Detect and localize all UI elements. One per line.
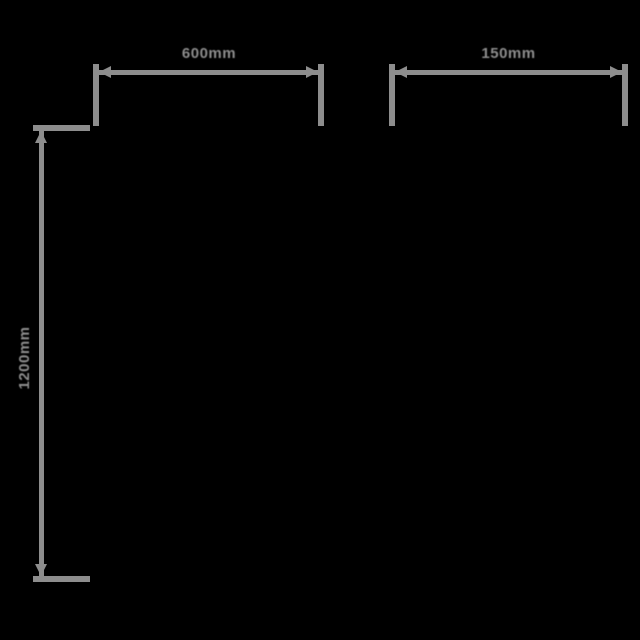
front-height-top-arrowhead-icon (35, 131, 47, 143)
front-width-dimension-line (95, 70, 323, 75)
front-width-right-witness-tick (318, 64, 324, 126)
front-height-dimension-line (39, 127, 44, 580)
front-height-top-witness-tick (33, 125, 90, 131)
side-depth-label: 150mm (481, 45, 536, 62)
front-height-bottom-arrowhead-icon (35, 564, 47, 576)
side-depth-right-witness-tick (622, 64, 628, 126)
front-width-left-arrowhead-icon (99, 66, 111, 78)
side-depth-left-arrowhead-icon (395, 66, 407, 78)
front-width-label: 600mm (181, 45, 237, 62)
front-height-bottom-witness-tick (33, 576, 90, 582)
front-width-right-arrowhead-icon (306, 66, 318, 78)
side-depth-dimension-line (394, 70, 623, 75)
front-width-left-witness-tick (93, 64, 99, 126)
front-height-label: 1200mm (16, 326, 33, 390)
side-depth-left-witness-tick (389, 64, 395, 126)
side-depth-right-arrowhead-icon (610, 66, 622, 78)
